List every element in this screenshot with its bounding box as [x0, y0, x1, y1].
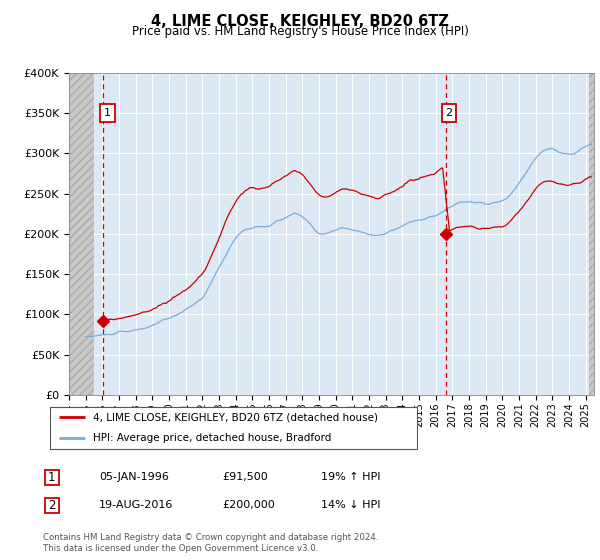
Text: 19% ↑ HPI: 19% ↑ HPI	[321, 472, 380, 482]
Text: £91,500: £91,500	[222, 472, 268, 482]
Text: 05-JAN-1996: 05-JAN-1996	[99, 472, 169, 482]
Text: 14% ↓ HPI: 14% ↓ HPI	[321, 500, 380, 510]
Bar	[589, 73, 594, 395]
Text: HPI: Average price, detached house, Bradford: HPI: Average price, detached house, Brad…	[92, 433, 331, 444]
FancyBboxPatch shape	[44, 498, 59, 512]
Bar	[69, 73, 94, 395]
Text: 1: 1	[104, 108, 111, 118]
Text: 19-AUG-2016: 19-AUG-2016	[99, 500, 173, 510]
Text: 2: 2	[445, 108, 452, 118]
FancyBboxPatch shape	[50, 407, 418, 449]
Text: 4, LIME CLOSE, KEIGHLEY, BD20 6TZ: 4, LIME CLOSE, KEIGHLEY, BD20 6TZ	[151, 14, 449, 29]
Text: 1: 1	[48, 470, 55, 484]
Text: 4, LIME CLOSE, KEIGHLEY, BD20 6TZ (detached house): 4, LIME CLOSE, KEIGHLEY, BD20 6TZ (detac…	[92, 412, 377, 422]
Text: Contains HM Land Registry data © Crown copyright and database right 2024.
This d: Contains HM Land Registry data © Crown c…	[43, 533, 379, 553]
FancyBboxPatch shape	[44, 470, 59, 484]
Text: 2: 2	[48, 498, 55, 512]
Text: £200,000: £200,000	[222, 500, 275, 510]
Text: Price paid vs. HM Land Registry's House Price Index (HPI): Price paid vs. HM Land Registry's House …	[131, 25, 469, 38]
